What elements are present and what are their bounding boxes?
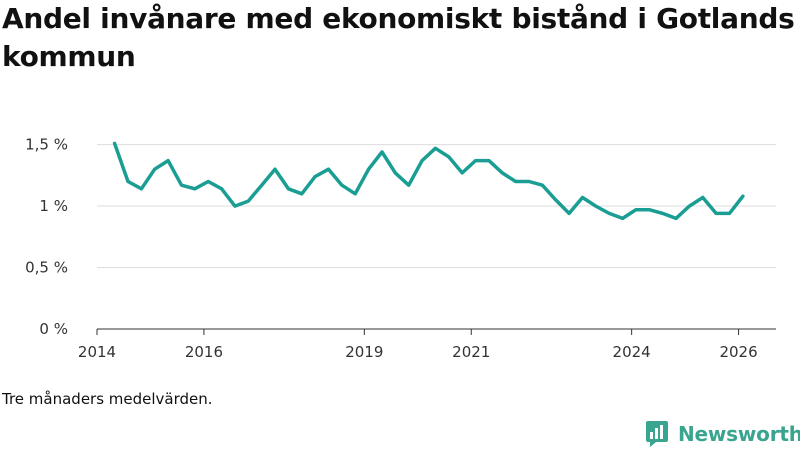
x-tick-label: 2024	[613, 343, 651, 361]
y-tick-label: 0,5 %	[25, 259, 68, 277]
x-tick-label: 2021	[452, 343, 490, 361]
newsworthy-logo-icon	[646, 421, 668, 447]
x-axis-ticks: 2014 2016 2019 2021 2024 2026	[78, 329, 758, 361]
chart-title: Andel invånare med ekonomiskt bistånd i …	[2, 2, 795, 73]
series-line	[112, 141, 745, 221]
footnote: Tre månaders medelvärden.	[2, 390, 213, 408]
y-tick-label: 1,5 %	[25, 136, 68, 154]
x-tick-label: 2026	[719, 343, 757, 361]
y-tick-label: 0 %	[39, 320, 68, 338]
x-tick-label: 2014	[78, 343, 116, 361]
y-axis-ticks: 0 % 0,5 % 1 % 1,5 %	[25, 136, 68, 338]
line-chart: 0 % 0,5 % 1 % 1,5 % 2014 2016 2019 2021 2024 202…	[25, 136, 776, 361]
brand-logo[interactable]: Newsworthy	[644, 418, 800, 450]
y-tick-label: 1 %	[39, 197, 68, 215]
gridlines	[97, 144, 776, 269]
x-tick-label: 2016	[185, 343, 223, 361]
series-layer	[112, 141, 745, 221]
x-tick-label: 2019	[345, 343, 383, 361]
brand-name: Newsworthy	[678, 422, 800, 446]
